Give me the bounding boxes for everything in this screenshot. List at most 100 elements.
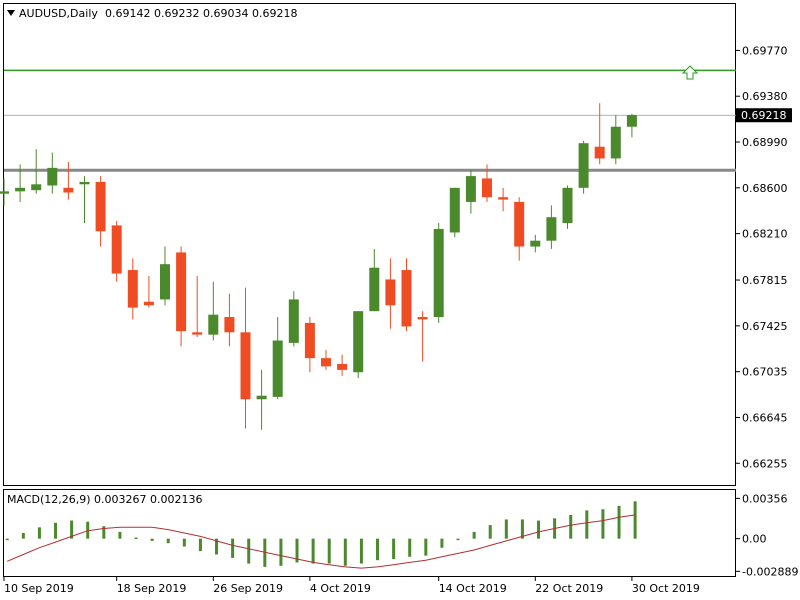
candle-body (79, 181, 90, 185)
macd-histogram-bar (585, 510, 589, 539)
candle-body (578, 143, 589, 188)
price-tick-label: 0.68990 (742, 136, 788, 149)
price-tick-label: 0.67035 (742, 366, 788, 379)
time-tick-label: 30 Oct 2019 (632, 582, 700, 595)
candle (79, 176, 90, 224)
candle (594, 103, 605, 165)
candle (626, 113, 637, 138)
candle-body (626, 115, 637, 127)
candle (127, 258, 138, 320)
candle (47, 152, 58, 194)
candle (208, 281, 219, 341)
macd-histogram-bar (537, 520, 541, 539)
candle-body (47, 167, 58, 186)
macd-tick-label: -0.002889 (742, 565, 798, 578)
candle (160, 246, 170, 306)
candle-body (465, 176, 476, 202)
candle-body (304, 322, 315, 359)
candle (288, 291, 299, 347)
price-tick-label: 0.68210 (742, 228, 788, 241)
candle (530, 234, 541, 253)
macd-indicator (5, 501, 637, 569)
candle (385, 258, 396, 329)
candle-body (31, 184, 42, 191)
price-tick-label: 0.69770 (742, 44, 788, 57)
candle (514, 197, 525, 261)
macd-histogram-bar (617, 505, 621, 539)
candle (15, 164, 26, 202)
macd-histogram-bar (5, 538, 9, 541)
price-tick-label: 0.67425 (742, 320, 788, 333)
candle (321, 349, 331, 370)
time-tick-label: 14 Oct 2019 (439, 582, 507, 595)
candle-body (610, 126, 621, 159)
macd-axis: 0.00356 0.00 -0.002889 (736, 492, 798, 578)
candle-body (337, 364, 348, 370)
candle-body (433, 228, 444, 318)
macd-histogram-bar (215, 538, 219, 555)
candle-body (272, 340, 283, 397)
candle (449, 187, 460, 238)
candle (256, 369, 267, 430)
candle-body (321, 358, 331, 367)
candle (337, 354, 348, 376)
macd-histogram-bar (70, 520, 74, 539)
macd-histogram-bar (54, 522, 58, 539)
candle-body (482, 178, 492, 198)
symbol-label: AUDUSD,Daily (19, 7, 98, 20)
macd-signal-line (7, 514, 636, 569)
macd-histogram-bar (198, 538, 202, 552)
candle-body (192, 332, 203, 335)
macd-histogram-bar (408, 538, 412, 557)
macd-histogram-bar (263, 538, 267, 567)
candle (0, 178, 9, 206)
macd-histogram-bar (86, 521, 90, 539)
candle-body (546, 217, 557, 241)
macd-histogram-bar (182, 538, 186, 547)
macd-histogram-bar (134, 537, 138, 540)
candle (369, 248, 380, 312)
price-tick-label: 0.66645 (742, 411, 788, 424)
candle (192, 275, 203, 337)
candle (433, 223, 444, 323)
candle (401, 258, 412, 332)
horizontal-levels[interactable] (4, 69, 736, 172)
candle-body (369, 267, 380, 312)
current-price-value: 0.69218 (741, 109, 787, 122)
candle-body (449, 187, 460, 233)
macd-histogram-bar (37, 527, 41, 539)
macd-histogram-bar (247, 538, 251, 564)
candle (482, 164, 492, 202)
macd-histogram-bar (569, 514, 573, 539)
macd-histogram-bar (118, 531, 122, 539)
candle-body (63, 187, 74, 193)
candle (95, 176, 106, 247)
candle-body (562, 187, 573, 224)
candle (578, 140, 589, 194)
macd-tick-label: 0.00 (742, 533, 767, 546)
candle-body (176, 252, 187, 332)
candle-body (127, 270, 138, 308)
macd-panel-frame (3, 489, 736, 577)
candle-body (240, 332, 251, 400)
macd-histogram-bar (633, 501, 637, 539)
candle (63, 161, 74, 200)
macd-title: MACD(12,26,9) 0.003267 0.002136 (7, 493, 203, 506)
time-tick-label: 4 Oct 2019 (310, 582, 371, 595)
price-tick-label: 0.69380 (742, 90, 788, 103)
candle (31, 149, 42, 194)
macd-histogram-bar (327, 538, 331, 564)
candle-body (353, 311, 364, 373)
candle-body (514, 201, 525, 247)
macd-histogram-bar (166, 538, 170, 544)
up-arrow-icon (681, 65, 699, 80)
ohlc-readout: 0.69142 0.69232 0.69034 0.69218 (105, 7, 297, 20)
time-tick-label: 18 Sep 2019 (117, 582, 187, 595)
price-tick-label: 0.66255 (742, 457, 788, 470)
candle (240, 287, 251, 429)
time-tick-label: 10 Sep 2019 (4, 582, 74, 595)
symbol-dropdown-icon[interactable] (7, 10, 15, 16)
candle-body (111, 225, 122, 274)
macd-histogram-bar (488, 525, 492, 539)
